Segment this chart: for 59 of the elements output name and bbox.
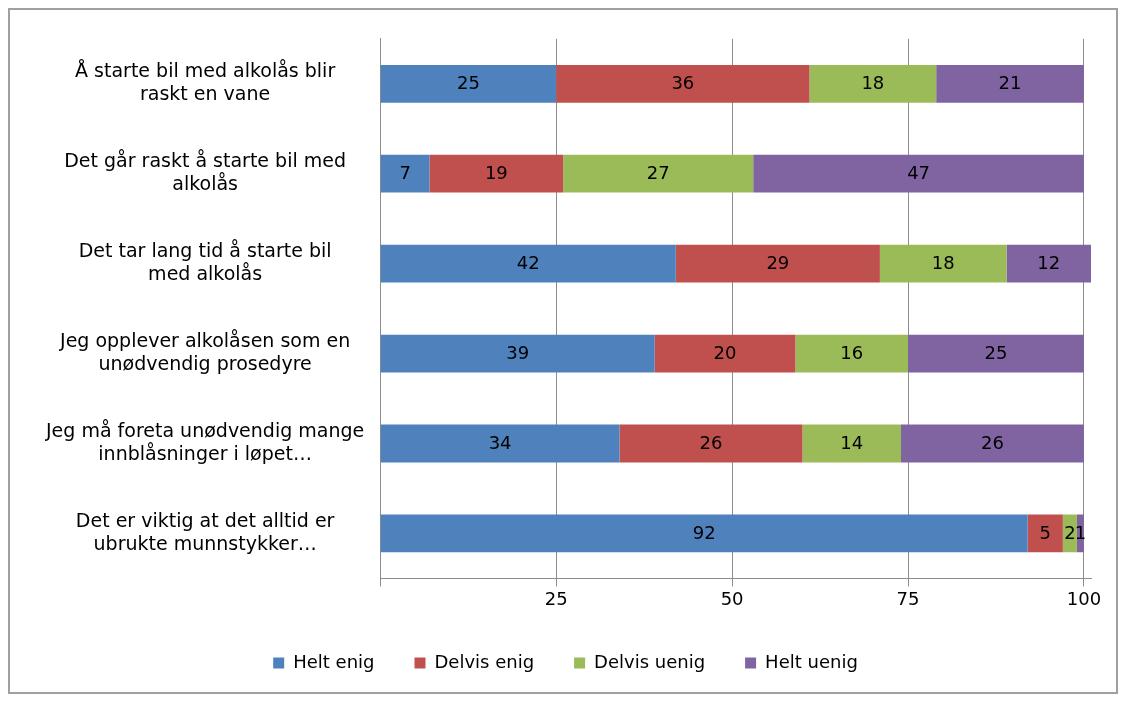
- bar: [429, 154, 564, 193]
- data-label: 2: [1064, 522, 1076, 544]
- bar: [380, 154, 430, 193]
- data-label: 39: [506, 342, 530, 364]
- data-label: 25: [984, 342, 1008, 364]
- bar: [556, 64, 810, 103]
- bar: [809, 64, 937, 103]
- data-label: 20: [713, 342, 737, 364]
- x-tick-label: 50: [720, 587, 744, 609]
- bar: [879, 244, 1007, 283]
- bar: [380, 514, 1028, 553]
- data-label: 21: [998, 72, 1022, 94]
- data-label: 12: [1037, 252, 1061, 274]
- x-tick-label: 75: [896, 587, 920, 609]
- legend-label: Delvis enig: [434, 650, 535, 672]
- bar: [380, 424, 620, 463]
- bar: [380, 64, 557, 103]
- data-label: 19: [484, 162, 508, 184]
- data-label: 92: [692, 522, 716, 544]
- data-label: 16: [840, 342, 864, 364]
- y-tick-label: Jeg opplever alkolåsen som en unødvendig prosedyre: [59, 329, 351, 374]
- data-label: 14: [840, 432, 864, 454]
- bar: [1027, 514, 1063, 553]
- bar: [380, 244, 676, 283]
- bar: [936, 64, 1084, 103]
- legend-label: Delvis uenig: [594, 650, 706, 672]
- y-tick-label: Det er viktig at det alltid er ubrukte munnstykker…: [75, 508, 335, 554]
- data-label: 34: [488, 432, 512, 454]
- bar: [753, 154, 1084, 193]
- bar: [654, 334, 796, 373]
- data-label: 25: [457, 72, 480, 94]
- bar: [901, 424, 1084, 463]
- bar: [380, 334, 655, 373]
- data-label: 29: [766, 252, 790, 274]
- y-tick-label: Det går raskt å starte bil med alkolås: [64, 149, 347, 195]
- data-label: 27: [646, 162, 670, 184]
- data-label: 18: [931, 252, 955, 274]
- x-tick-label: 25: [544, 587, 568, 609]
- bar: [675, 244, 880, 283]
- data-label: 18: [861, 72, 885, 94]
- data-label: 42: [516, 252, 540, 274]
- y-tick-label: Å starte bil med alkolås blir raskt en vane: [75, 59, 336, 105]
- data-label: 7: [399, 162, 411, 184]
- legend-label: Helt enig: [293, 650, 375, 672]
- bar: [795, 334, 909, 373]
- data-label: 26: [699, 432, 723, 454]
- data-label: 5: [1039, 522, 1051, 544]
- bar: [619, 424, 803, 463]
- legend-label: Helt uenig: [765, 650, 858, 672]
- y-tick-label: Jeg må foreta unødvendig mange innblåsninger i løpet…: [45, 419, 365, 464]
- bar: [1006, 244, 1091, 283]
- data-label: 26: [981, 432, 1004, 454]
- bar: [908, 334, 1084, 373]
- y-tick-label: Det tar lang tid å starte bil med alkolås: [78, 239, 332, 284]
- x-tick-label: 100: [1066, 587, 1102, 609]
- data-label: 47: [907, 162, 931, 184]
- bar: [802, 424, 901, 463]
- data-label: 36: [671, 72, 695, 94]
- bar: [563, 154, 754, 193]
